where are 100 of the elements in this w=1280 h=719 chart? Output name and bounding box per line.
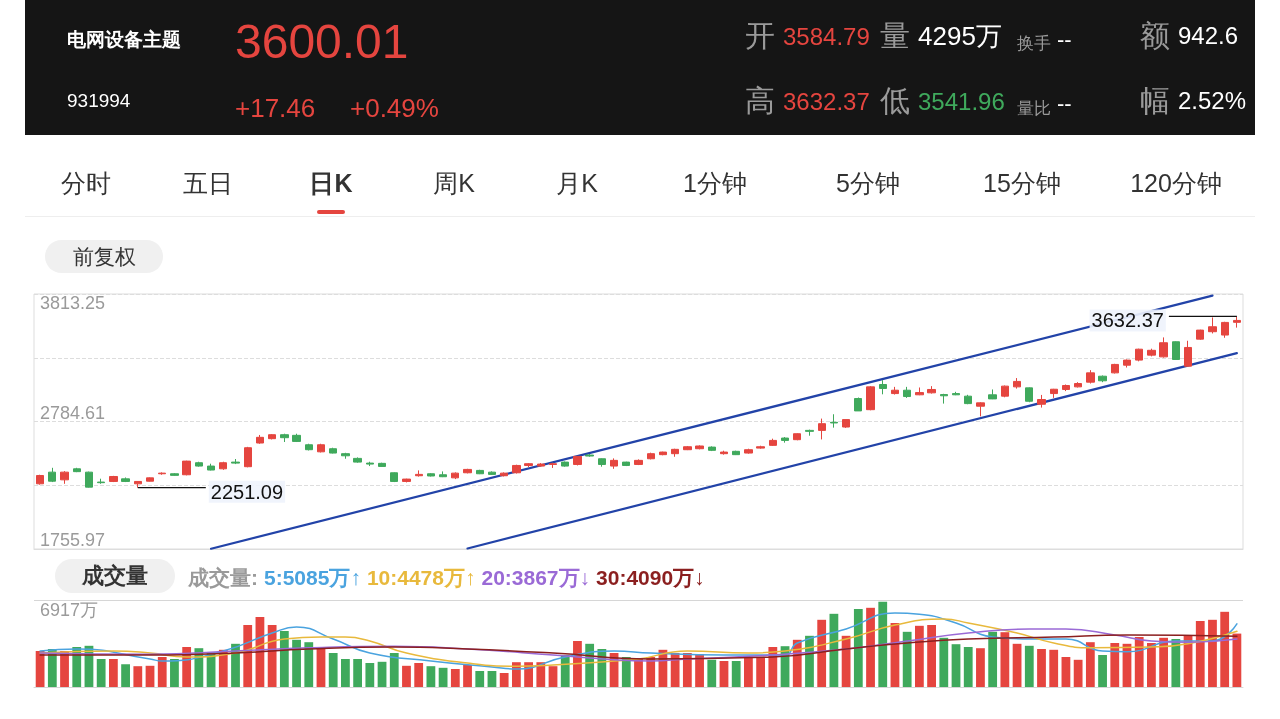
bar <box>1110 643 1120 687</box>
bar <box>756 657 766 687</box>
bar <box>719 661 729 687</box>
text: -- <box>1057 91 1072 116</box>
bar <box>328 653 338 687</box>
y-tick-label: 6917万 <box>40 600 99 620</box>
bar <box>414 663 424 687</box>
text: 931994 <box>67 89 131 111</box>
bar <box>1000 632 1010 687</box>
bar <box>878 601 888 687</box>
bar <box>389 653 399 687</box>
bar <box>1085 642 1095 687</box>
bar <box>731 661 741 687</box>
bar <box>243 625 253 687</box>
bar <box>463 665 472 687</box>
text: 120分钟 <box>1130 168 1222 197</box>
y-tick-label: 1755.97 <box>40 530 106 550</box>
bar <box>487 671 497 687</box>
text: 4295万 <box>918 21 1002 51</box>
bar <box>548 666 558 687</box>
text: 3600.01 <box>235 15 409 68</box>
bar <box>499 673 509 687</box>
text: 前复权 <box>45 240 163 273</box>
bar <box>133 666 143 687</box>
bar <box>450 669 460 687</box>
bar <box>341 659 350 687</box>
text: 15分钟 <box>983 168 1061 197</box>
bar <box>1159 637 1169 687</box>
bar <box>1232 633 1242 687</box>
chart-title: 成交量 <box>55 559 175 593</box>
bar <box>1024 645 1034 687</box>
bar <box>35 651 45 687</box>
bar <box>426 666 436 687</box>
bar <box>805 635 814 687</box>
annotation: 2251.09 <box>210 480 284 503</box>
text: 分时 <box>61 168 111 197</box>
text: 2.52% <box>1178 87 1247 114</box>
text: 开 <box>745 19 775 52</box>
text: 10:4478万↑ <box>366 565 476 591</box>
text: 五日 <box>183 168 233 197</box>
text: 5:5085万↑ <box>264 565 361 591</box>
bar <box>157 657 167 687</box>
text: 额 <box>1140 19 1170 52</box>
bar <box>353 659 363 687</box>
text: 1分钟 <box>683 168 747 197</box>
bar <box>707 659 717 687</box>
bar <box>951 644 961 687</box>
bar <box>1049 649 1059 687</box>
text: 量 <box>880 19 910 52</box>
text: 20:3867万↓ <box>481 565 591 591</box>
bar <box>121 664 130 687</box>
text: 幅 <box>1140 84 1170 117</box>
text: 换手 <box>1017 33 1051 53</box>
bar <box>1037 649 1046 687</box>
bar <box>1220 611 1230 687</box>
bar <box>377 661 387 687</box>
bar <box>145 665 155 687</box>
bar <box>1171 639 1181 687</box>
bar <box>304 642 314 687</box>
bar <box>267 625 277 687</box>
text: 电网设备主题 <box>67 28 181 52</box>
bar <box>621 657 631 687</box>
bar <box>1134 637 1144 687</box>
bar <box>1061 657 1071 687</box>
bar <box>866 607 875 687</box>
bar <box>853 609 863 687</box>
bar <box>1147 643 1156 687</box>
text: 3632.37 <box>783 88 870 115</box>
bar <box>1208 619 1217 687</box>
text: 3584.79 <box>783 23 870 50</box>
bar <box>365 663 375 687</box>
bar <box>108 659 118 687</box>
bar <box>1098 655 1107 687</box>
bar <box>829 613 839 687</box>
text: -- <box>1057 27 1072 52</box>
text: 942.6 <box>1178 22 1239 49</box>
bar <box>902 631 912 687</box>
bar <box>292 639 301 687</box>
bar <box>744 657 753 687</box>
bar <box>402 665 411 687</box>
bar <box>976 648 985 687</box>
bar <box>536 662 546 687</box>
bar <box>170 659 179 687</box>
bar <box>927 625 936 687</box>
bar <box>841 635 851 687</box>
bar <box>1012 643 1022 687</box>
bar <box>438 667 448 687</box>
text: +0.49% <box>350 93 439 123</box>
text: 5分钟 <box>836 168 900 197</box>
y-tick-label: 2784.61 <box>40 402 106 423</box>
bar <box>939 637 949 687</box>
y-tick-label: 3813.25 <box>40 293 106 313</box>
annotation: 3632.37 <box>1091 309 1164 332</box>
text: 日K <box>309 168 353 197</box>
text: 量比 <box>1017 98 1051 118</box>
bar <box>695 654 704 687</box>
text: 低 <box>880 84 910 117</box>
text: 30:4090万↓ <box>596 565 705 591</box>
text: +17.46 <box>235 93 316 123</box>
bar <box>475 671 485 687</box>
